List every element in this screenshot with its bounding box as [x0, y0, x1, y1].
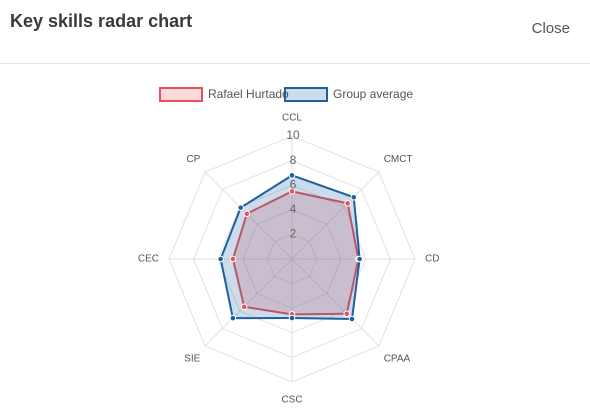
axis-label: CEC — [138, 254, 159, 265]
axis-label: CCL — [282, 113, 302, 124]
data-point — [288, 188, 296, 195]
data-point — [240, 303, 248, 311]
data-point — [356, 255, 363, 263]
data-point — [350, 193, 358, 201]
data-point — [243, 210, 251, 218]
data-point — [343, 310, 351, 318]
legend-swatch[interactable] — [159, 87, 203, 102]
spoke — [204, 258, 293, 347]
axis-label: CPAA — [384, 353, 411, 364]
axis-label: CSC — [281, 395, 302, 406]
modal-title: Key skills radar chart — [10, 11, 193, 31]
r-tick-label: 8 — [290, 153, 297, 167]
r-tick-label: 2 — [290, 227, 297, 241]
data-point — [237, 204, 244, 211]
axis-label: CD — [425, 254, 439, 265]
data-point — [288, 172, 296, 179]
r-tick-label: 4 — [290, 202, 297, 216]
data-point — [348, 315, 356, 323]
r-tick-label: 6 — [290, 177, 297, 191]
axis-label: CMCT — [384, 154, 413, 165]
data-point — [229, 314, 237, 322]
axis-label: CP — [186, 154, 200, 165]
data-point — [229, 255, 237, 263]
close-button[interactable]: Close — [531, 20, 570, 37]
r-tick-label: 10 — [286, 128, 300, 142]
legend-label[interactable]: Rafael Hurtado — [208, 87, 289, 101]
divider — [0, 63, 590, 64]
spoke — [291, 171, 380, 260]
data-point — [344, 200, 351, 207]
spoke — [291, 258, 380, 347]
legend-label[interactable]: Group average — [333, 87, 413, 101]
data-point — [217, 255, 224, 263]
axis-label: SIE — [184, 353, 200, 364]
data-point — [288, 314, 296, 322]
series-area — [219, 174, 361, 321]
legend-swatch[interactable] — [284, 87, 328, 102]
